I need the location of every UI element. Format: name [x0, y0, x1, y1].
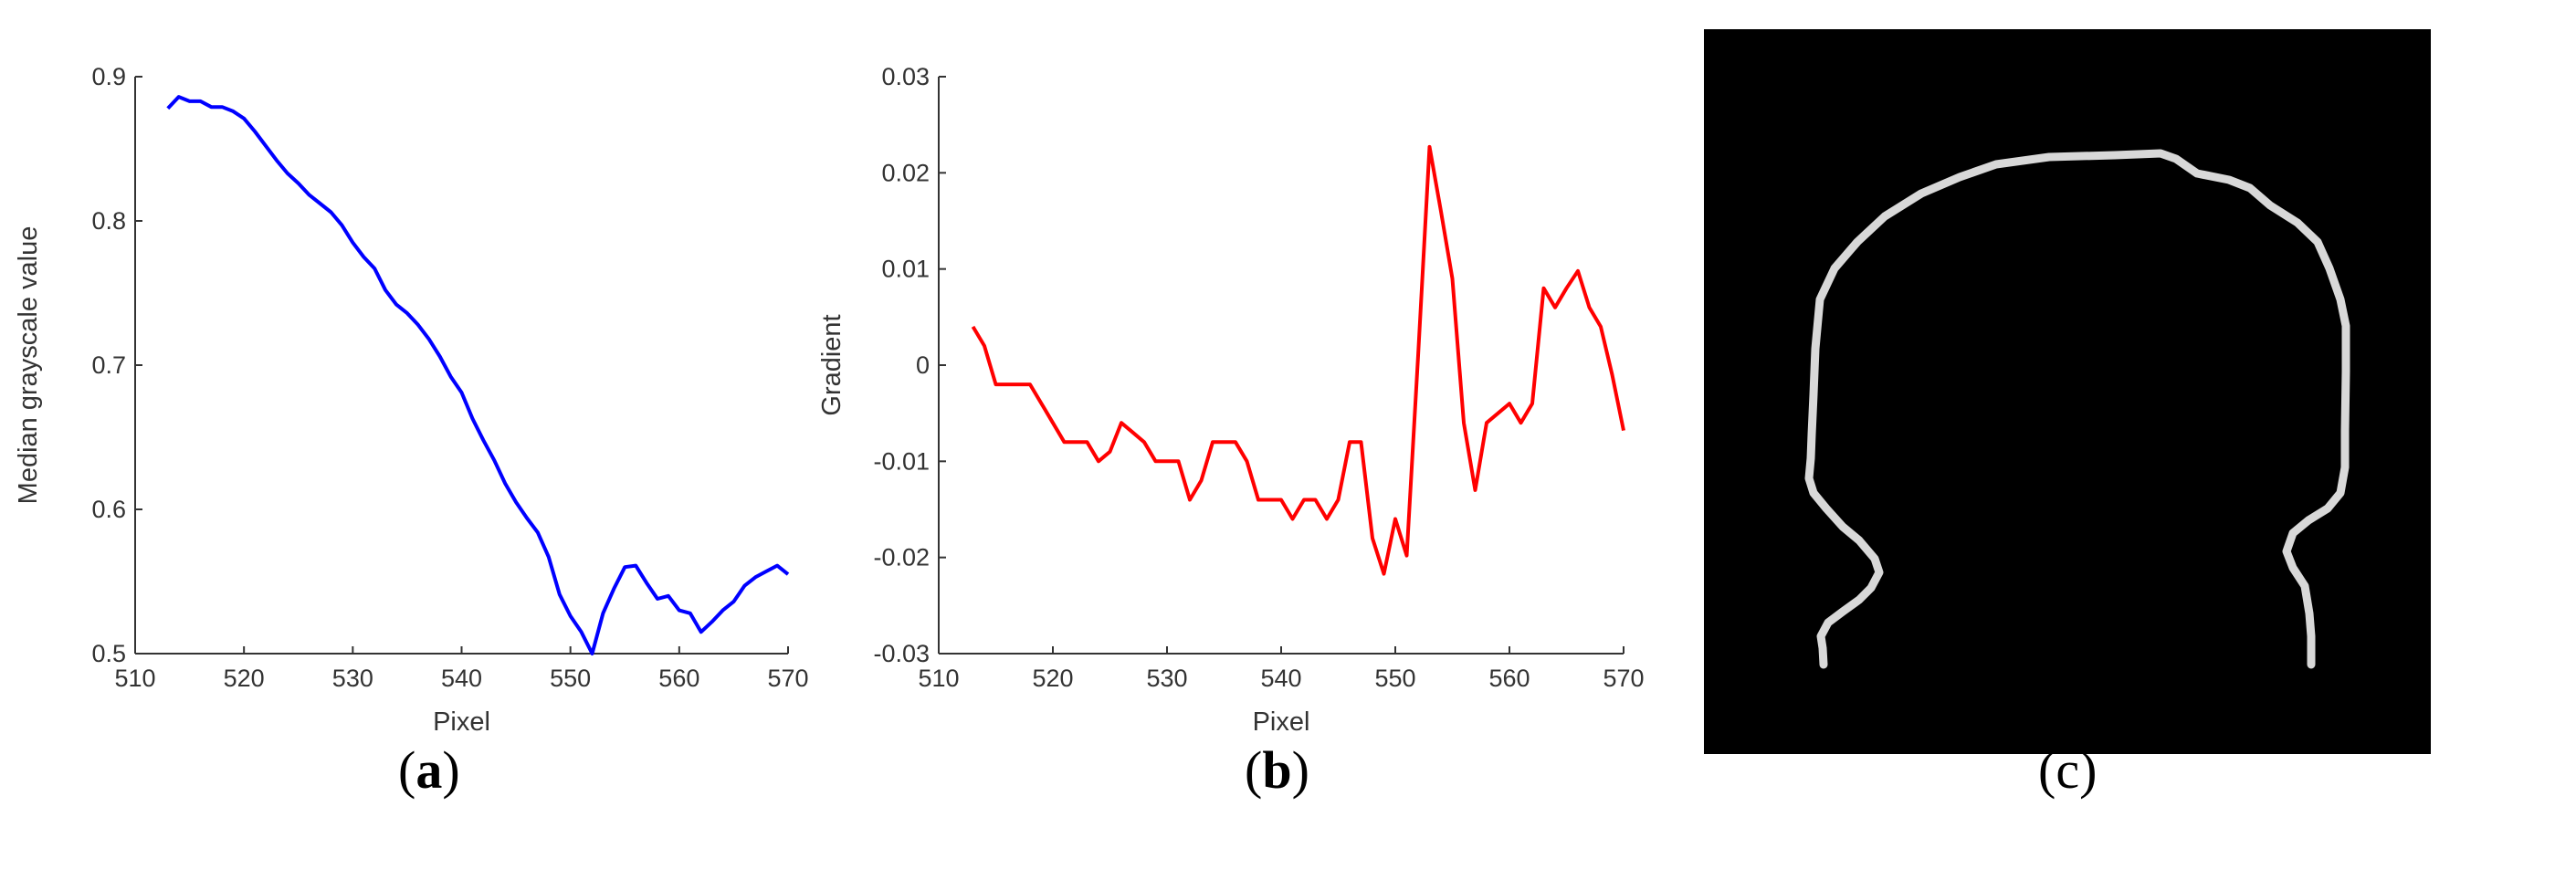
chart-b-gradient: 510 520 530 540 550 560 570 -0.03 -0.02 -0.01 0 0.0…: [817, 63, 1645, 737]
head-contour: [1804, 149, 2350, 669]
contour-line: [1804, 149, 2350, 669]
y-tick-label: 0.02: [881, 159, 930, 186]
x-tick-label: 520: [1032, 665, 1073, 692]
y-tick-label: 0.6: [91, 496, 126, 523]
y-tick-label: -0.02: [873, 544, 930, 571]
caption-c: (c): [2038, 740, 2098, 800]
x-tick-label: 570: [1603, 665, 1644, 692]
x-axis-label: Pixel: [433, 707, 490, 737]
x-tick-label: 530: [332, 665, 373, 692]
y-tick-label: 0.8: [91, 207, 126, 235]
series-line: [971, 144, 1625, 576]
y-tick-label: 0.7: [91, 351, 126, 379]
x-tick-label: 550: [1374, 665, 1415, 692]
x-tick-label: 560: [658, 665, 699, 692]
x-tick-label: 540: [441, 665, 482, 692]
y-tick-label: 0.9: [91, 63, 126, 90]
x-tick-label: 550: [550, 665, 591, 692]
x-tick-label: 520: [224, 665, 265, 692]
x-tick-label: 510: [918, 665, 959, 692]
chart-a-median-grayscale: 510 520 530 540 550 560 570 0.5 0.6 0.7 0.8 0.9 Pixe…: [14, 63, 809, 737]
y-axis-label: Gradient: [817, 314, 846, 415]
caption-b: (b): [1245, 740, 1309, 800]
y-axis-label: Median grayscale value: [14, 226, 43, 505]
y-tick-label: 0: [916, 351, 930, 379]
x-tick-label: 530: [1146, 665, 1187, 692]
x-tick-label: 510: [114, 665, 155, 692]
x-tick-label: 570: [767, 665, 808, 692]
y-tick-label: -0.03: [873, 640, 930, 667]
y-tick-label: -0.01: [873, 447, 930, 475]
contour-image: [1704, 29, 2431, 754]
x-tick-label: 540: [1260, 665, 1301, 692]
x-axis-label: Pixel: [1253, 707, 1310, 737]
y-tick-label: 0.5: [91, 640, 126, 667]
x-tick-label: 560: [1488, 665, 1530, 692]
y-tick-label: 0.01: [881, 256, 930, 283]
series-line: [166, 95, 790, 655]
y-tick-label: 0.03: [881, 63, 930, 90]
caption-a: (a): [398, 740, 460, 800]
